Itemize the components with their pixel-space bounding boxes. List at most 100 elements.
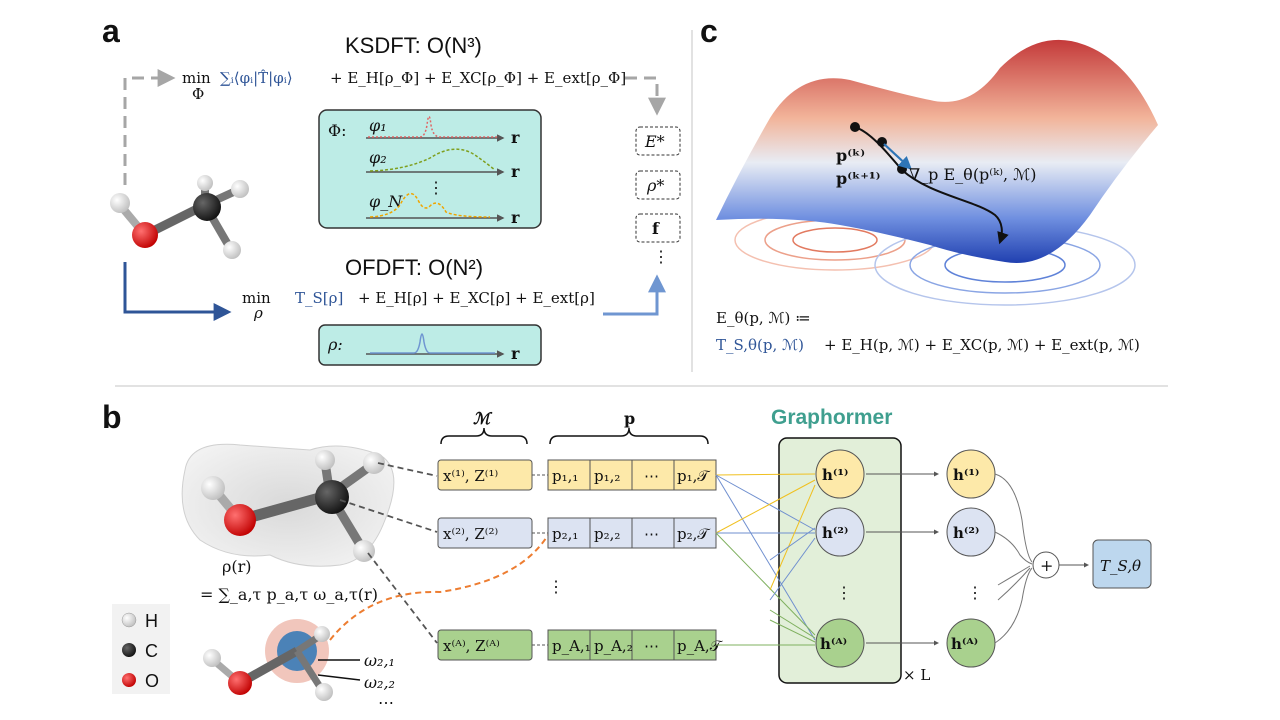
orbital-curve-2 bbox=[369, 148, 496, 172]
atom-row-1-m: x⁽¹⁾, Z⁽¹⁾ bbox=[443, 467, 498, 485]
atom-legend: H C O bbox=[112, 604, 170, 694]
omega-label-2: ω₂,₂ bbox=[364, 673, 395, 692]
point-k1-label: p⁽ᵏ⁺¹⁾ bbox=[836, 169, 881, 188]
connector-atom-2 bbox=[339, 499, 438, 533]
legend-c-swatch bbox=[122, 643, 136, 657]
gradient-arrow bbox=[883, 143, 912, 170]
energy-kinetic-term: T_S,θ(p, ℳ) bbox=[716, 336, 804, 354]
graphormer-node-1 bbox=[815, 449, 865, 499]
atom-row-1: x⁽¹⁾, Z⁽¹⁾ p₁,₁ p₁,₂ ⋯ p₁,𝒯 bbox=[437, 459, 717, 491]
output-density-box bbox=[635, 170, 681, 200]
brace-p-label: p bbox=[624, 409, 635, 428]
layers-label: × L bbox=[903, 666, 930, 684]
orbital-label-n: φ_N bbox=[369, 192, 403, 211]
density-box-label: ρ: bbox=[327, 335, 343, 354]
energy-definition: E_θ(p, ℳ) ≔ bbox=[716, 309, 811, 327]
orbital-label-1: φ₁ bbox=[369, 116, 387, 135]
omega-ellipsis: ⋯ bbox=[378, 693, 394, 712]
atom-row-2-p1: p₂,₁ bbox=[552, 525, 578, 543]
ofdft-other-terms: + E_H[ρ] + E_XC[ρ] + E_ext[ρ] bbox=[358, 289, 595, 307]
density-curve bbox=[370, 333, 495, 354]
ofdft-min: min bbox=[242, 289, 271, 307]
ks-path-right bbox=[625, 76, 666, 116]
methanol-molecule-b bbox=[201, 450, 385, 562]
orbital-box-label: Φ: bbox=[328, 121, 347, 140]
output-node-1-label: h⁽¹⁾ bbox=[953, 466, 979, 484]
output-box bbox=[1092, 539, 1152, 589]
density-axis-r: r bbox=[511, 344, 520, 363]
panel-a-letter: a bbox=[102, 13, 120, 49]
output-ellipsis: ⋮ bbox=[653, 247, 669, 266]
of-path-right bbox=[603, 274, 666, 316]
orbital-axis-r-n: r bbox=[511, 208, 520, 227]
atom-row-2-ellipsis: ⋯ bbox=[644, 525, 659, 543]
output-energy-box bbox=[635, 126, 681, 156]
graphormer-title: Graphormer bbox=[771, 406, 892, 429]
atom-row-a: x⁽ᴬ⁾, Z⁽ᴬ⁾ p_A,₁ p_A,₂ ⋯ p_A,𝒯 bbox=[437, 629, 724, 661]
ksdft-min: min bbox=[182, 69, 211, 87]
output-node-a-label: h⁽ᴬ⁾ bbox=[951, 635, 978, 653]
brace-m bbox=[440, 427, 528, 445]
point-k-label: p⁽ᵏ⁾ bbox=[836, 146, 865, 165]
panel-c: p⁽ᵏ⁾ p⁽ᵏ⁺¹⁾ ∇_p E_θ(p⁽ᵏ⁾, ℳ) E_θ(p, ℳ) ≔… bbox=[716, 39, 1158, 354]
legend-o-swatch bbox=[122, 673, 136, 687]
methanol-molecule-a bbox=[110, 175, 249, 259]
brace-p bbox=[549, 427, 709, 445]
output-node-2-label: h⁽²⁾ bbox=[953, 524, 979, 542]
energy-surface bbox=[716, 39, 1158, 264]
graphormer-node-2-label: h⁽²⁾ bbox=[822, 524, 848, 542]
panel-a: KSDFT: O(N³) min Φ ∑ᵢ⟨φᵢ|T̂|φᵢ⟩ + E_H[ρ_… bbox=[110, 33, 681, 366]
basis-molecule bbox=[203, 619, 361, 701]
ofdft-min-sub: ρ bbox=[253, 304, 263, 322]
atom-row-1-ellipsis: ⋯ bbox=[644, 467, 659, 485]
attention-edges bbox=[715, 473, 816, 646]
atom-row-2-m: x⁽²⁾, Z⁽²⁾ bbox=[443, 525, 498, 543]
output-energy: E* bbox=[644, 132, 665, 151]
graphormer-box bbox=[778, 437, 902, 684]
orbital-axis-r-2: r bbox=[511, 162, 520, 181]
ksdft-kinetic-term: ∑ᵢ⟨φᵢ|T̂|φᵢ⟩ bbox=[220, 69, 293, 87]
atom-row-a-pT: p_A,𝒯 bbox=[677, 637, 724, 655]
atom-row-2-p2: p₂,₂ bbox=[594, 525, 620, 543]
aggregation-lines bbox=[994, 473, 1033, 644]
output-label: T_S,θ bbox=[1100, 557, 1141, 575]
output-force-box bbox=[635, 213, 681, 243]
start-point bbox=[850, 122, 860, 132]
legend-c-label: C bbox=[145, 641, 158, 661]
orbital-curve-1 bbox=[368, 115, 498, 138]
ofdft-kinetic-term: T_S[ρ] bbox=[295, 289, 343, 307]
density-expansion: = ∑_a,τ p_a,τ ω_a,τ(r) bbox=[200, 585, 378, 604]
panel-c-letter: c bbox=[700, 13, 718, 49]
graphormer-node-ellipsis: ⋮ bbox=[836, 583, 852, 602]
atom-row-a-m: x⁽ᴬ⁾, Z⁽ᴬ⁾ bbox=[443, 637, 500, 655]
atom-row-2: x⁽²⁾, Z⁽²⁾ p₂,₁ p₂,₂ ⋯ p₂,𝒯 bbox=[437, 517, 717, 549]
omega-label-1: ω₂,₁ bbox=[364, 651, 395, 670]
orbital-label-2: φ₂ bbox=[369, 148, 387, 167]
brace-m-label: ℳ bbox=[473, 409, 493, 428]
atom-row-a-ellipsis: ⋯ bbox=[644, 637, 659, 655]
sum-symbol: + bbox=[1040, 556, 1053, 575]
row-ellipsis: ⋮ bbox=[548, 577, 564, 596]
atom-row-a-p1: p_A,₁ bbox=[552, 637, 591, 655]
output-node-ellipsis: ⋮ bbox=[967, 583, 983, 602]
atom-row-1-p2: p₁,₂ bbox=[594, 467, 620, 485]
gradient-label: ∇_p E_θ(p⁽ᵏ⁾, ℳ) bbox=[909, 165, 1037, 184]
ksdft-title: KSDFT: O(N³) bbox=[345, 33, 482, 58]
ksdft-min-sub: Φ bbox=[192, 85, 204, 103]
panel-b: ρ(r) = ∑_a,τ p_a,τ ω_a,τ(r) H C O bbox=[112, 406, 1152, 712]
atom-row-2-pT: p₂,𝒯 bbox=[677, 525, 711, 543]
density-label: ρ(r) bbox=[222, 557, 252, 576]
legend-o-label: O bbox=[145, 671, 159, 691]
legend-h-swatch bbox=[121, 612, 137, 628]
orbital-axis-r-1: r bbox=[511, 128, 520, 147]
graphormer-node-a bbox=[815, 618, 865, 668]
legend-h-label: H bbox=[145, 611, 158, 631]
output-force: f bbox=[652, 219, 660, 238]
connector-atom-a bbox=[367, 552, 438, 644]
connector-basis bbox=[329, 534, 549, 641]
graphormer-node-a-label: h⁽ᴬ⁾ bbox=[820, 635, 847, 653]
ks-path-left bbox=[123, 69, 176, 185]
orbital-curve-n bbox=[369, 192, 491, 218]
